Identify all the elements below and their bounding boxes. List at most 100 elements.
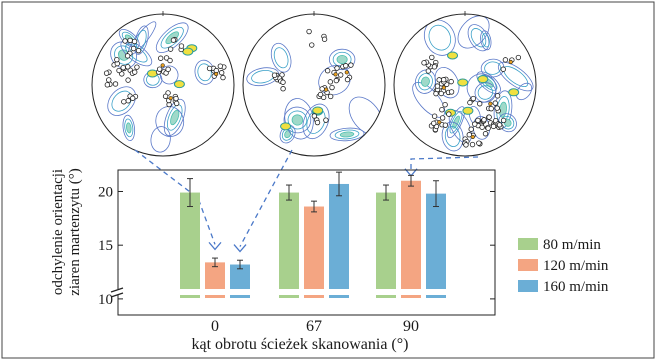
y-axis-label-line-1: odchylenie orientacji bbox=[50, 169, 66, 295]
contour bbox=[441, 121, 464, 152]
error-bars bbox=[187, 171, 439, 270]
orientation-point bbox=[130, 95, 136, 101]
pf2-texture bbox=[412, 15, 534, 152]
orientation-center bbox=[344, 70, 349, 75]
orientation-point bbox=[466, 132, 473, 138]
orientation-point bbox=[485, 125, 491, 131]
orientation-point bbox=[162, 93, 169, 99]
pole-figure-0 bbox=[91, 11, 235, 157]
orientation-point bbox=[446, 111, 452, 117]
hot-spot bbox=[173, 80, 185, 89]
orientation-point bbox=[114, 56, 120, 63]
contour bbox=[281, 127, 294, 141]
pole-figure-90 bbox=[393, 11, 537, 157]
orientation-point bbox=[119, 71, 125, 77]
orientation-point bbox=[343, 63, 349, 69]
orientation-point bbox=[439, 115, 446, 121]
orientation-point bbox=[481, 117, 487, 123]
contour bbox=[452, 115, 460, 129]
orientation-point bbox=[470, 95, 476, 102]
y-tick-label-10: 10 bbox=[98, 292, 113, 308]
pole-figures bbox=[91, 11, 537, 157]
contour bbox=[155, 106, 185, 137]
contour bbox=[467, 24, 490, 52]
orientation-point bbox=[280, 79, 286, 85]
bar-80mmin-0 bbox=[180, 192, 200, 298]
x-tick-label-0: 0 bbox=[211, 318, 219, 335]
orientation-point bbox=[309, 42, 315, 48]
bars bbox=[180, 180, 446, 298]
legend-label-160: 160 m/min bbox=[543, 279, 609, 295]
orientation-point bbox=[125, 77, 131, 83]
contour bbox=[470, 28, 487, 48]
contour bbox=[284, 130, 292, 139]
contour bbox=[334, 129, 360, 140]
y-tick-label-20: 20 bbox=[98, 184, 113, 200]
contour bbox=[417, 73, 433, 91]
orientation-point bbox=[348, 62, 354, 68]
orientation-point bbox=[439, 107, 445, 113]
orientation-point bbox=[218, 70, 225, 76]
orientation-point bbox=[323, 117, 329, 123]
orientation-center bbox=[323, 87, 329, 92]
contour bbox=[159, 65, 179, 85]
orientation-center bbox=[508, 59, 513, 65]
contour bbox=[457, 15, 490, 49]
orientation-point bbox=[337, 72, 344, 78]
orientation-point bbox=[475, 117, 481, 124]
legend-item-120: 120 m/min bbox=[518, 258, 609, 274]
orientation-point bbox=[165, 66, 171, 73]
contour bbox=[484, 61, 502, 75]
legend: 80 m/min 120 m/min 160 m/min bbox=[518, 237, 609, 295]
contour bbox=[246, 67, 280, 87]
orientation-point bbox=[271, 72, 278, 78]
orientation-point bbox=[490, 123, 497, 130]
orientation-point bbox=[125, 64, 131, 70]
orientation-point bbox=[431, 64, 438, 70]
contour bbox=[163, 98, 186, 137]
orientation-center bbox=[168, 96, 173, 101]
axis-break-mark-1 bbox=[110, 287, 124, 293]
legend-label-80: 80 m/min bbox=[543, 237, 601, 253]
orientation-center bbox=[214, 71, 219, 77]
hot-spot bbox=[508, 88, 520, 97]
bar-120mmin-67 bbox=[304, 206, 324, 298]
contour bbox=[449, 110, 463, 134]
hot-spot bbox=[146, 69, 158, 78]
pf0-texture bbox=[103, 21, 227, 153]
connector-pf0 bbox=[134, 149, 216, 245]
contour bbox=[126, 122, 132, 134]
contour bbox=[302, 103, 330, 140]
contour bbox=[170, 109, 180, 126]
orientation-point bbox=[314, 119, 321, 126]
orientation-point bbox=[467, 99, 473, 106]
x-tick-label-90: 90 bbox=[403, 318, 419, 335]
x-tick-label-67: 67 bbox=[306, 318, 322, 335]
orientation-center bbox=[437, 120, 442, 125]
contour bbox=[166, 104, 183, 131]
orientation-center bbox=[441, 85, 446, 90]
hot-spot bbox=[280, 122, 292, 131]
plot-frame bbox=[117, 169, 496, 316]
x-axis: 0 67 90 bbox=[211, 318, 419, 335]
orientation-point bbox=[124, 53, 131, 59]
contour bbox=[124, 118, 134, 138]
legend-swatch-120 bbox=[518, 259, 538, 271]
orientation-point bbox=[104, 82, 111, 88]
orientation-point bbox=[333, 77, 340, 84]
bar-160mmin-67 bbox=[329, 183, 349, 298]
contour bbox=[446, 106, 466, 139]
bar-80mmin-67 bbox=[279, 192, 299, 298]
y-axis: 10 15 20 bbox=[98, 184, 495, 308]
contour bbox=[328, 48, 356, 71]
orientation-center bbox=[470, 134, 475, 140]
pole-figure-67 bbox=[242, 11, 386, 157]
hot-spot bbox=[312, 106, 324, 115]
contour bbox=[291, 114, 304, 126]
bar-160mmin-90 bbox=[426, 193, 446, 298]
orientation-point bbox=[317, 91, 324, 98]
contour bbox=[111, 90, 132, 112]
orientation-point bbox=[170, 37, 177, 43]
orientation-point bbox=[134, 64, 140, 70]
